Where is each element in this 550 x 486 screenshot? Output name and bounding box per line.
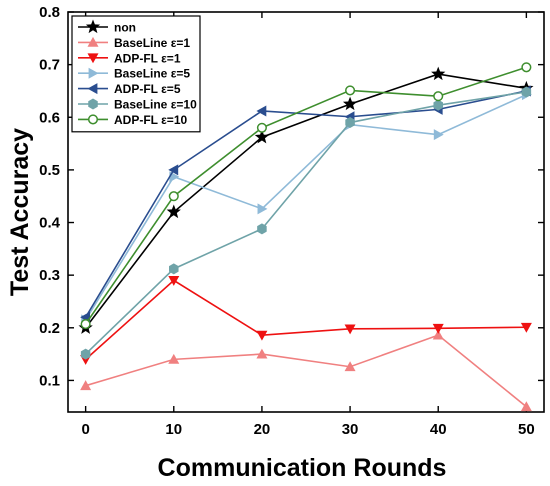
legend-item: ADP-FL ε=5 (78, 82, 181, 96)
y-tick-label: 0.5 (39, 162, 60, 179)
legend-marker (87, 114, 99, 125)
legend-marker (87, 53, 99, 64)
y-tick-label: 0.1 (39, 372, 60, 389)
data-point (520, 322, 532, 333)
series-line (84, 93, 527, 321)
legend-label: ADP-FL ε=10 (114, 113, 187, 127)
legend-marker (87, 83, 98, 95)
data-point (254, 129, 270, 144)
data-point (80, 319, 91, 330)
x-tick-label: 10 (165, 421, 182, 438)
data-point (169, 263, 179, 275)
legend-item: non (78, 19, 136, 35)
x-tick-label: 50 (518, 421, 535, 438)
legend-marker (87, 36, 99, 47)
data-point (345, 117, 355, 129)
x-axis: 0 10 20 30 40 50 (81, 12, 535, 438)
x-tick-label: 40 (430, 421, 447, 438)
data-point (432, 323, 444, 334)
y-axis-title: Test Accuracy (6, 128, 34, 296)
series-line (85, 334, 527, 408)
data-point (256, 105, 267, 117)
data-point (168, 353, 180, 364)
plot-frame (67, 11, 545, 413)
series-layer (78, 62, 534, 412)
data-point (256, 330, 268, 341)
legend-label: ADP-FL ε=1 (114, 51, 181, 65)
legend-item: ADP-FL ε=10 (78, 113, 187, 127)
data-point (344, 324, 356, 335)
data-point (432, 329, 444, 340)
data-point (433, 91, 444, 102)
legend-label: BaseLine ε=10 (114, 98, 197, 112)
data-point (342, 96, 358, 111)
x-tick-label: 20 (254, 421, 271, 438)
legend-item: BaseLine ε=10 (78, 98, 197, 112)
data-point (80, 348, 91, 360)
legend-label: BaseLine ε=1 (114, 36, 190, 50)
data-point (168, 276, 180, 286)
data-point (257, 223, 267, 235)
series-5 (80, 86, 532, 360)
data-point (433, 99, 443, 111)
series-1 (80, 329, 532, 412)
data-point (520, 401, 532, 412)
x-tick-label: 30 (342, 421, 359, 438)
series-2 (80, 276, 532, 365)
data-point (345, 85, 356, 96)
data-point (168, 191, 179, 202)
data-point (256, 348, 268, 359)
data-point (433, 129, 444, 141)
series-line (85, 91, 527, 355)
y-tick-label: 0.8 (39, 4, 60, 21)
legend-label: non (114, 21, 136, 35)
series-line (84, 66, 527, 325)
y-tick-label: 0.4 (39, 215, 61, 232)
legend-item: BaseLine ε=1 (78, 36, 190, 50)
legend-label: BaseLine ε=5 (114, 67, 190, 81)
x-tick-label: 0 (81, 421, 89, 438)
data-point (256, 122, 267, 133)
series-line (84, 73, 527, 329)
legend-marker (85, 19, 101, 34)
y-axis: 0.1 0.2 0.3 0.4 0.5 0.6 0.7 0.8 (39, 4, 544, 389)
series-line (85, 279, 527, 360)
legend-item: BaseLine ε=5 (78, 67, 190, 81)
y-tick-label: 0.6 (39, 109, 60, 126)
data-point (166, 204, 181, 219)
data-point (168, 164, 179, 176)
legend-label: ADP-FL ε=5 (114, 82, 181, 96)
legend-marker (88, 98, 98, 110)
y-tick-label: 0.3 (39, 267, 60, 284)
series-6 (80, 62, 532, 330)
legend-marker (88, 67, 99, 79)
x-axis-title: Communication Rounds (158, 454, 447, 482)
data-point (257, 203, 268, 215)
data-point (521, 86, 532, 98)
y-tick-label: 0.2 (39, 320, 60, 337)
y-tick-label: 0.7 (39, 57, 60, 74)
data-point (431, 66, 446, 81)
series-line (84, 90, 527, 318)
data-point (521, 62, 532, 73)
legend-item: ADP-FL ε=1 (78, 51, 181, 65)
data-point (80, 380, 92, 391)
data-point (344, 361, 356, 372)
